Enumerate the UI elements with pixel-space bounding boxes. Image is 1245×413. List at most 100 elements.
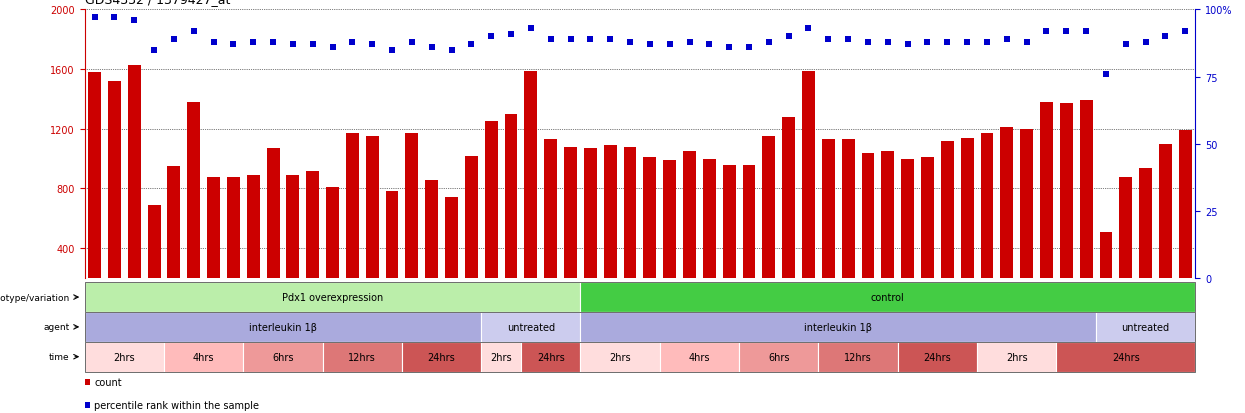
Bar [742,165,756,308]
Bar [504,114,518,308]
Bar [584,149,596,308]
Text: 2hrs: 2hrs [113,352,136,362]
Point [1076,28,1096,35]
Text: 4hrs: 4hrs [688,352,710,362]
Point [223,42,243,48]
Bar [286,176,299,308]
Point [322,45,342,51]
Bar [644,158,656,308]
Bar [247,176,260,308]
Bar [1096,312,1195,342]
Point [482,34,502,40]
Text: count: count [95,377,122,387]
Bar [85,342,164,372]
Bar [322,342,402,372]
Bar [624,147,636,308]
Bar [818,342,898,372]
Point [600,36,620,43]
Bar [464,156,478,308]
Bar [207,177,220,308]
Bar [168,167,181,308]
Bar [723,165,736,308]
Bar [802,71,815,308]
Point [520,26,540,32]
Text: control: control [872,292,905,302]
Bar [148,205,161,308]
Bar [1079,101,1093,308]
Point [560,36,580,43]
Bar [108,82,121,308]
Text: genotype/variation: genotype/variation [0,293,70,302]
Bar [1059,104,1073,308]
Bar [524,71,538,308]
Point [1135,39,1155,46]
Bar [482,312,580,342]
Text: GDS4332 / 1379427_at: GDS4332 / 1379427_at [85,0,230,7]
Text: time: time [49,352,70,361]
Point [442,47,462,54]
Point [1155,34,1175,40]
Point [720,45,740,51]
Bar [88,73,101,308]
Bar [782,118,796,308]
Text: untreated: untreated [507,322,555,332]
Point [818,36,838,43]
Bar [306,171,319,308]
Point [1175,28,1195,35]
Point [898,42,918,48]
Text: 24hrs: 24hrs [924,352,951,362]
Point [580,36,600,43]
Bar [822,140,834,308]
Bar [243,342,322,372]
Bar [406,134,418,308]
Point [164,36,184,43]
Text: 24hrs: 24hrs [428,352,456,362]
Text: 12hrs: 12hrs [349,352,376,362]
Point [342,39,362,46]
Bar [703,159,716,308]
Text: untreated: untreated [1122,322,1170,332]
Point [957,39,977,46]
Bar [520,342,580,372]
Point [303,42,322,48]
Point [778,34,798,40]
Bar [346,134,359,308]
Bar [482,342,520,372]
Point [105,15,125,21]
Bar [386,192,398,308]
Bar [326,188,339,308]
Bar [564,147,576,308]
Point [1017,39,1037,46]
Bar [881,152,894,308]
Bar [977,342,1056,372]
Bar [901,159,914,308]
Bar [402,342,482,372]
Point [1116,42,1135,48]
Point [462,42,482,48]
Text: 2hrs: 2hrs [609,352,631,362]
Bar [187,103,200,308]
Text: 24hrs: 24hrs [1112,352,1139,362]
Point [184,28,204,35]
Bar [164,342,243,372]
Point [422,45,442,51]
Point [204,39,224,46]
Text: percentile rank within the sample: percentile rank within the sample [95,400,259,410]
Point [997,36,1017,43]
Text: interleukin 1β: interleukin 1β [804,322,873,332]
Bar [1139,168,1152,308]
Point [312,314,332,320]
Bar [862,153,874,308]
Bar [664,161,676,308]
Point [640,42,660,48]
Point [977,39,997,46]
Point [680,39,700,46]
Point [620,39,640,46]
Point [740,45,759,51]
Text: 4hrs: 4hrs [193,352,214,362]
Point [858,39,878,46]
Bar [898,342,977,372]
Point [500,31,520,38]
Text: agent: agent [44,323,70,332]
Point [1056,28,1076,35]
